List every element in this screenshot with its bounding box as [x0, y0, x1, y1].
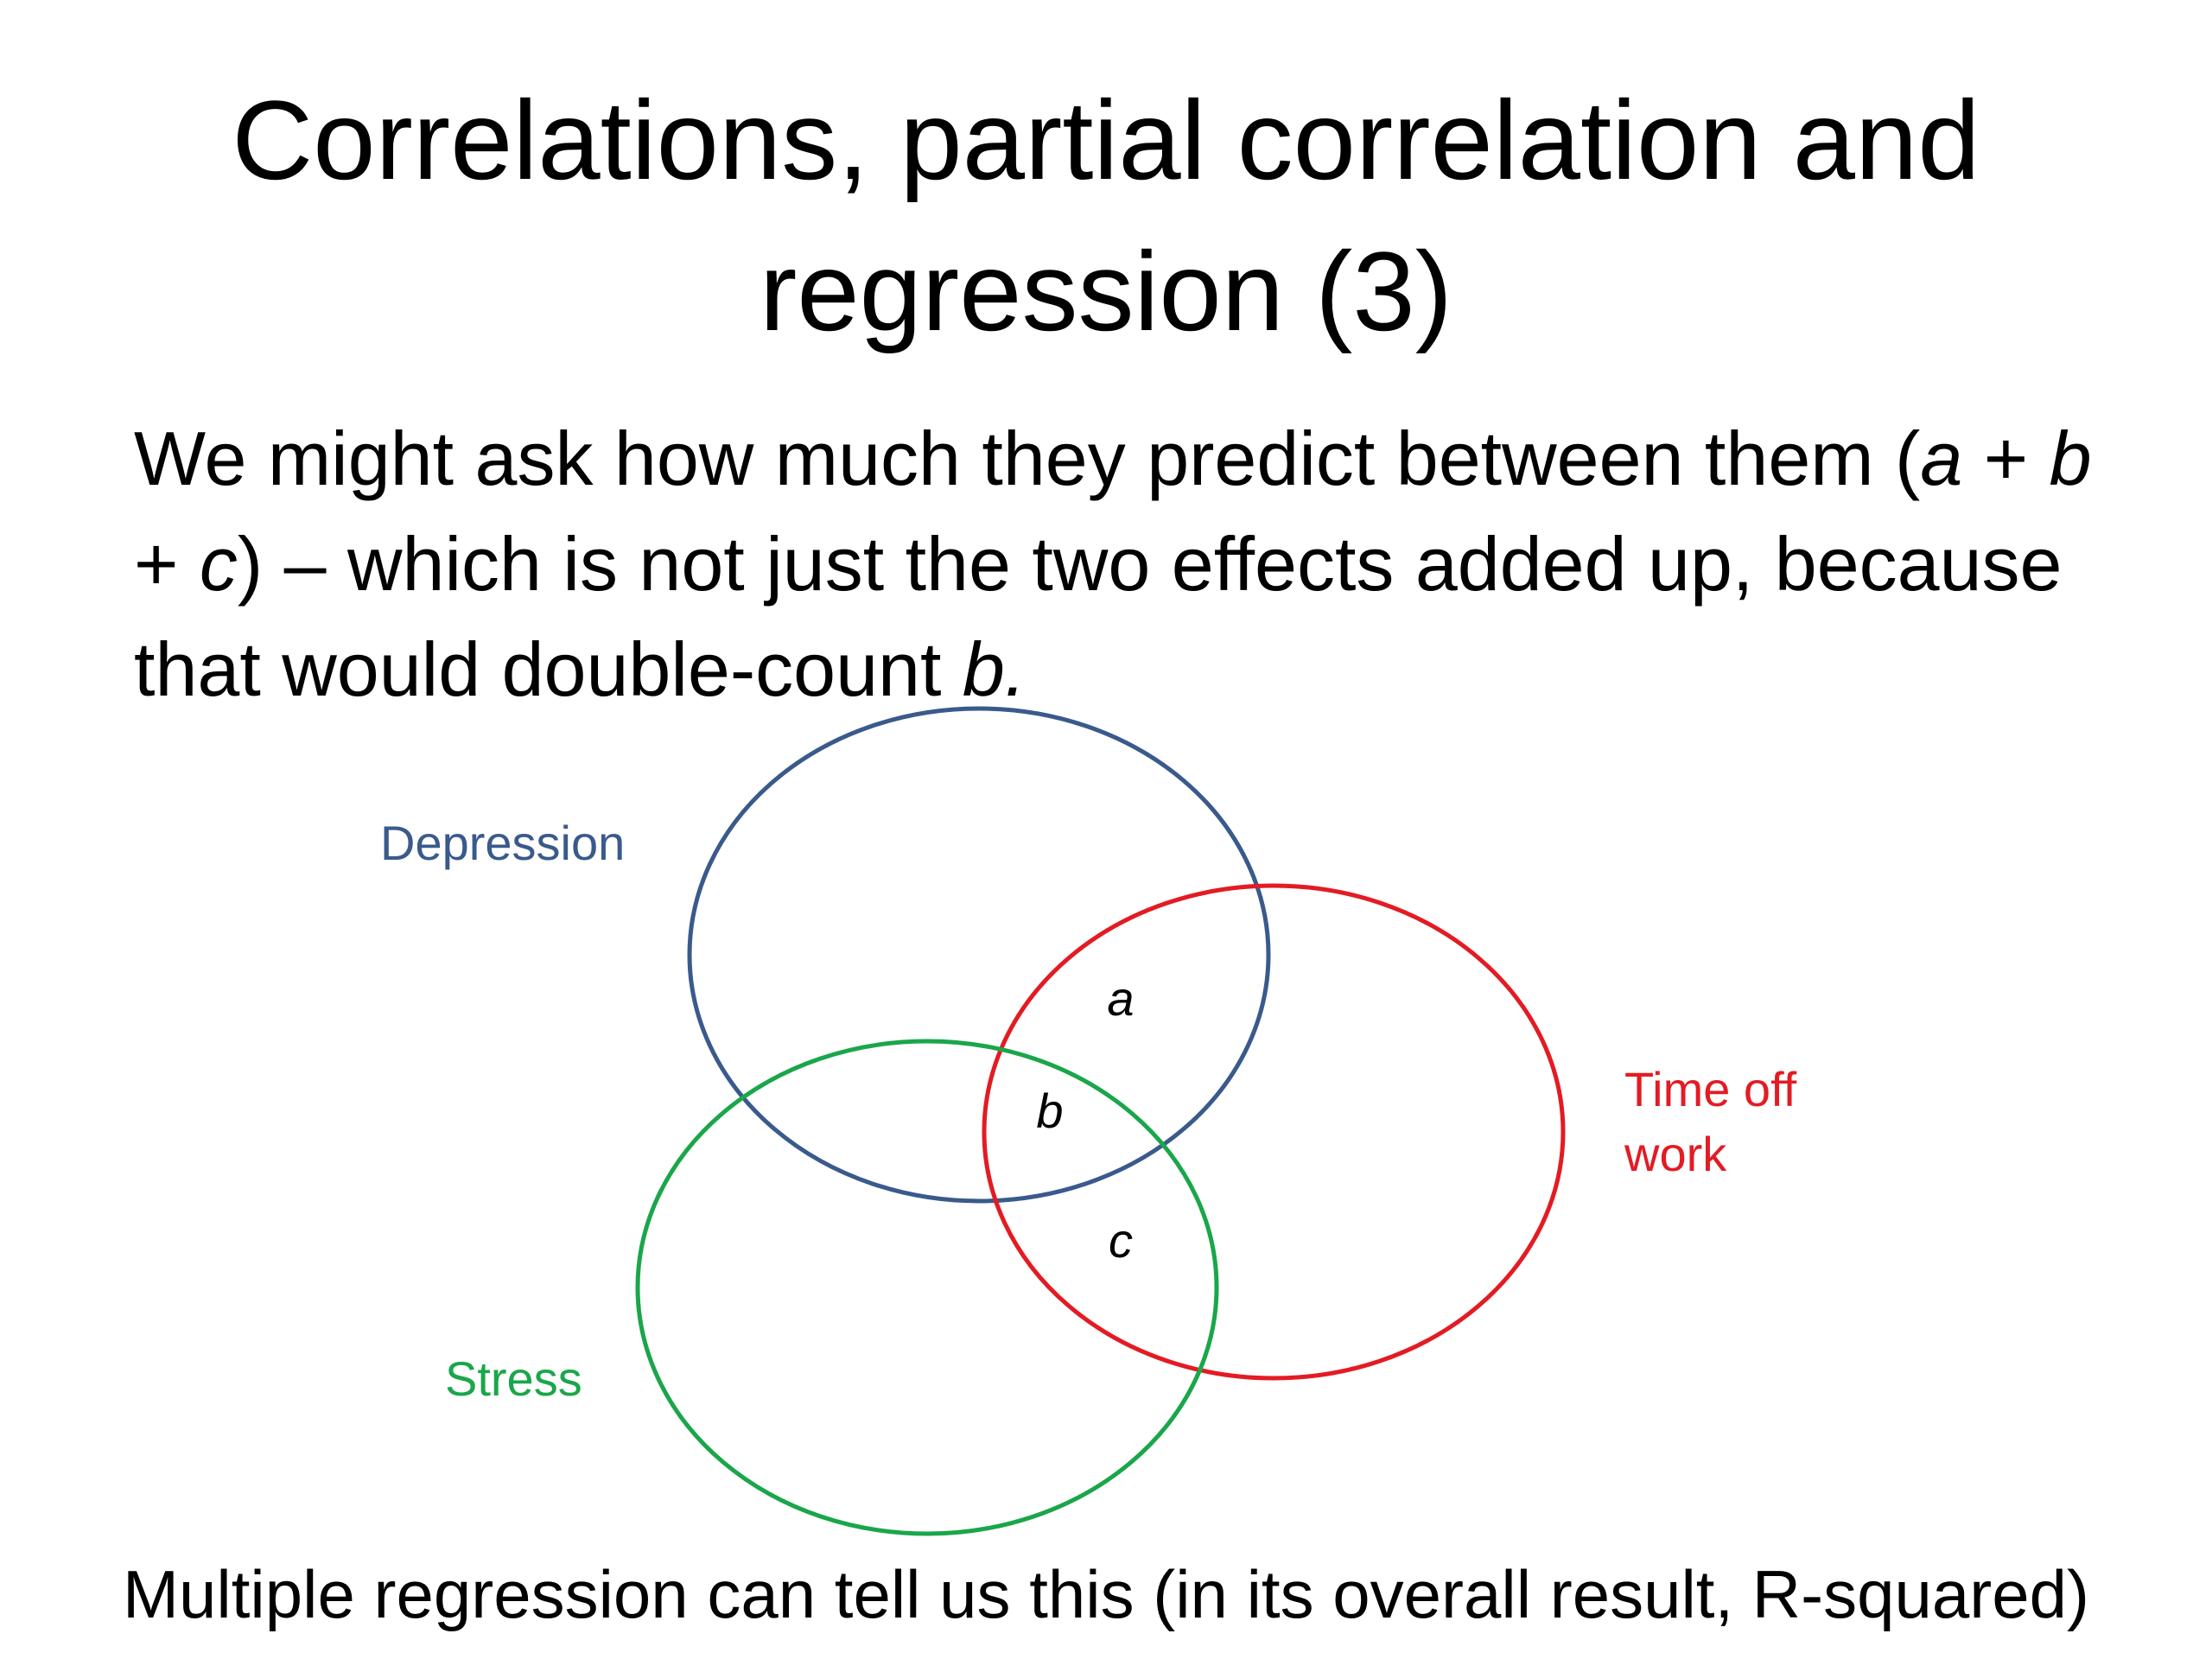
time-off-work-label-line-2: work [1624, 1127, 1727, 1181]
body-var-b-2: b. [962, 626, 1027, 712]
body-text-3: + [134, 521, 200, 607]
body-text-1: We might ask how much they predict betwe… [134, 416, 1921, 501]
body-text-4: ) – which is not just the two effects ad… [134, 521, 2063, 712]
body-paragraph: We might ask how much they predict betwe… [134, 406, 2121, 722]
body-var-b: b [2049, 416, 2092, 501]
title-line-1: Correlations, partial correlation and [232, 77, 1980, 203]
title-line-2: regression (3) [760, 228, 1452, 354]
region-c-label: c [1109, 1213, 1133, 1268]
region-b-label: b [1036, 1084, 1063, 1138]
region-a-label: a [1107, 971, 1134, 1026]
time-off-work-label-line-1: Time off [1624, 1062, 1797, 1116]
footer-text: Multiple regression can tell us this (in… [123, 1556, 2089, 1632]
body-var-a: a [1920, 416, 1963, 501]
body-var-c: c [199, 521, 238, 607]
stress-circle [635, 1039, 1219, 1536]
stress-label: Stress [445, 1351, 582, 1406]
time-off-work-circle [982, 883, 1566, 1381]
slide-title: Correlations, partial correlation and re… [0, 65, 2212, 367]
depression-label: Depression [380, 816, 625, 870]
body-text-2: + [1962, 416, 2050, 501]
depression-circle [687, 706, 1271, 1204]
